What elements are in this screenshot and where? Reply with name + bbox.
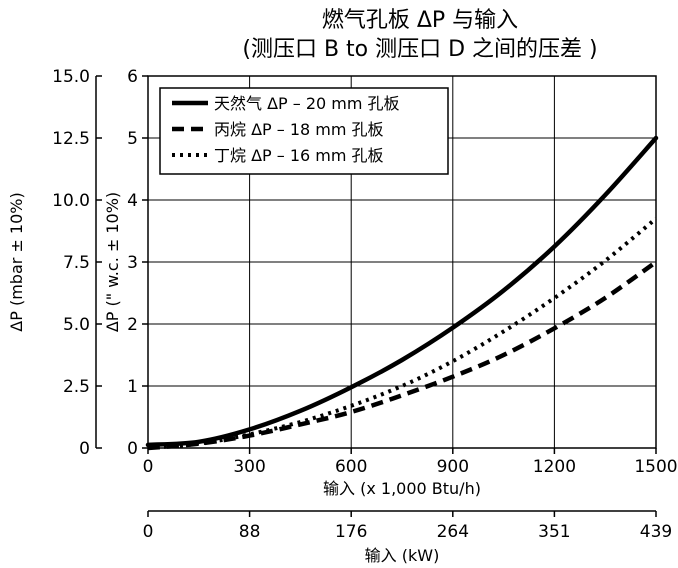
x-tick-label: 900 [437, 457, 469, 477]
y2-tick-label: 5.0 [63, 315, 90, 335]
chart-subtitle: (测压口 B to 测压口 D 之间的压差 ) [242, 37, 597, 62]
y2-tick-label: 7.5 [63, 253, 90, 273]
x-axis-label: 输入 (x 1,000 Btu/h) [323, 479, 481, 498]
legend-label-0: 天然气 ΔP – 20 mm 孔板 [214, 94, 400, 113]
x-tick-label: 0 [143, 457, 154, 477]
x-tick-label: 1200 [533, 457, 576, 477]
y2-axis-label: ΔP (mbar ± 10%) [7, 192, 26, 331]
y-tick-label: 5 [127, 129, 138, 149]
x-ticks: 0 300 600 900 1200 1500 [143, 448, 678, 477]
series-line-2 [147, 217, 658, 450]
x-tick-label: 1500 [634, 457, 677, 477]
y-tick-label: 0 [127, 439, 138, 459]
y2-axis: 0 2.5 5.0 7.5 10.0 12.5 15.0 [52, 67, 102, 459]
series-lines [145, 135, 659, 451]
x2-tick-label: 0 [143, 522, 154, 542]
y2-tick-label: 15.0 [52, 67, 90, 87]
series-line-1 [147, 260, 658, 451]
y-tick-label: 4 [127, 191, 138, 211]
series-line-0 [145, 135, 659, 448]
x2-axis: 0 88 176 264 351 439 [143, 510, 672, 542]
y2-tick-label: 0 [79, 439, 90, 459]
x-tick-label: 300 [233, 457, 265, 477]
y-ticks: 0 1 2 3 4 5 6 [127, 67, 148, 459]
x2-tick-label: 176 [335, 522, 367, 542]
legend-label-2: 丁烷 ΔP – 16 mm 孔板 [214, 146, 384, 165]
x2-tick-label: 264 [437, 522, 469, 542]
y2-tick-label: 12.5 [52, 129, 90, 149]
x2-tick-label: 88 [239, 522, 261, 542]
x2-tick-label: 439 [640, 522, 672, 542]
y2-tick-label: 2.5 [63, 377, 90, 397]
y-tick-label: 3 [127, 253, 138, 273]
x-tick-label: 600 [335, 457, 367, 477]
legend-label-1: 丙烷 ΔP – 18 mm 孔板 [214, 120, 384, 139]
y-tick-label: 2 [127, 315, 138, 335]
chart-title: 燃气孔板 ΔP 与输入 [322, 8, 518, 33]
y2-tick-label: 10.0 [52, 191, 90, 211]
y-axis-label: ΔP (" w.c. ± 10%) [103, 192, 122, 332]
y-tick-label: 1 [127, 377, 138, 397]
y-tick-label: 6 [127, 67, 138, 87]
x2-tick-label: 351 [538, 522, 570, 542]
x2-axis-label: 输入 (kW) [365, 546, 440, 565]
